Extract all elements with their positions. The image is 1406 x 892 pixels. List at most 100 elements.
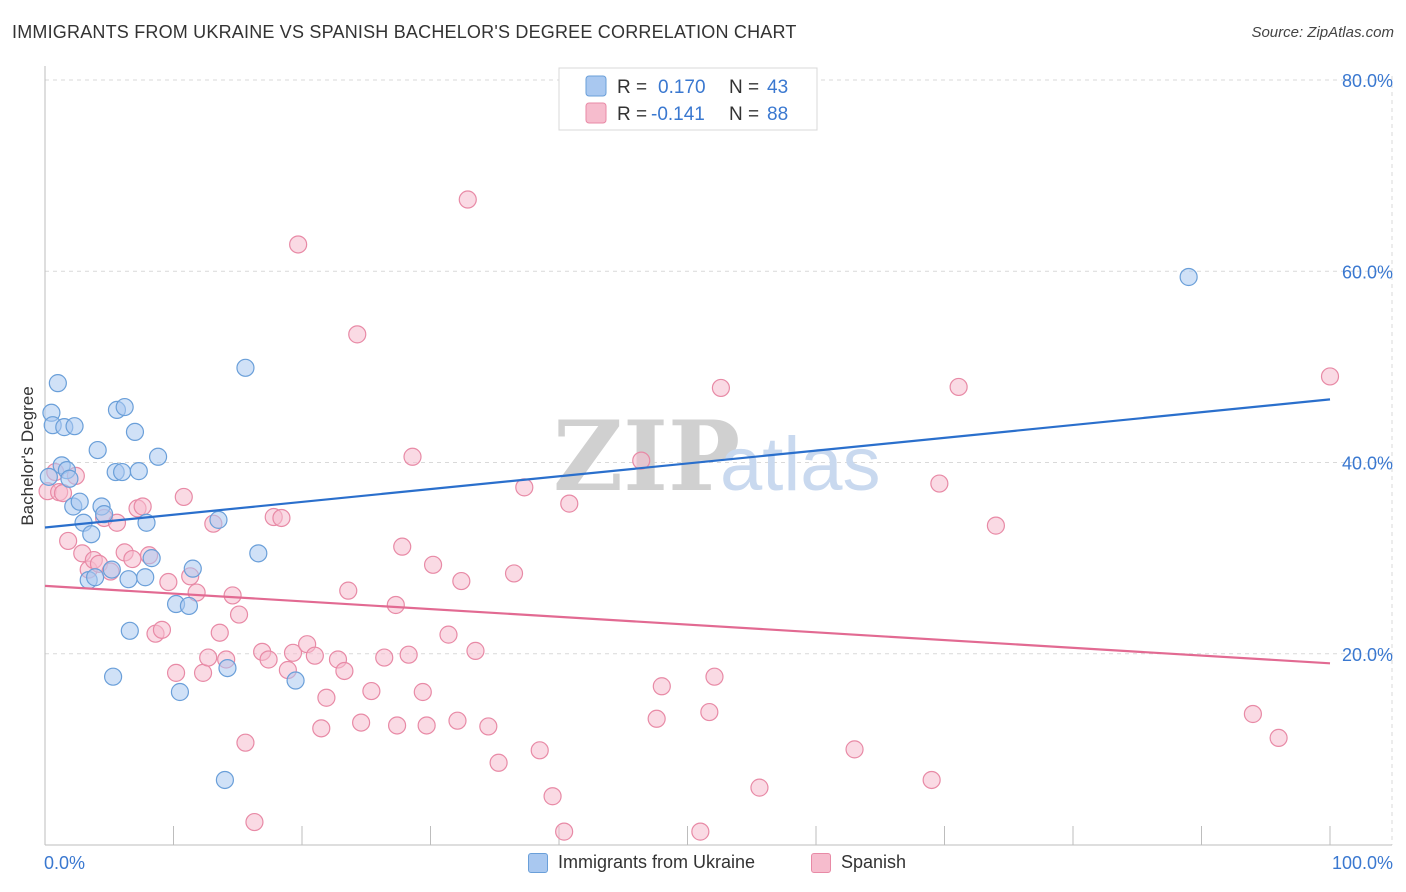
ukraine-point [215, 770, 234, 790]
legend-swatch-ukraine [585, 75, 607, 97]
spanish-point [448, 711, 467, 730]
spanish-point [305, 646, 324, 665]
trend-lines [44, 398, 1331, 665]
spanish-point [193, 663, 213, 682]
spanish-point [403, 447, 422, 466]
spanish-point [386, 595, 405, 615]
ukraine-trend-line [44, 398, 1331, 529]
spanish-point [339, 581, 358, 600]
legend-n-value-spanish: 88 [767, 104, 788, 125]
spanish-point [479, 717, 498, 736]
spanish-point [949, 377, 968, 397]
spanish-point [59, 531, 78, 551]
spanish-point [174, 487, 193, 507]
spanish-point [700, 702, 719, 722]
spanish-point [555, 822, 574, 841]
ukraine-point [115, 397, 134, 417]
y-axis-label: Bachelor's Degree [18, 386, 37, 525]
ukraine-point [88, 440, 107, 460]
y-tick-label: 40.0% [1342, 454, 1393, 474]
ukraine-point [125, 422, 145, 441]
tick-labels: 20.0% 40.0% 60.0% 80.0% 0.0% 100.0% [44, 71, 1393, 873]
ukraine-point [209, 510, 228, 529]
spanish-point [1269, 728, 1288, 748]
legend-swatch-ukraine-bottom [528, 852, 548, 873]
spanish-point [543, 787, 562, 806]
ukraine-point [129, 462, 148, 481]
spanish-point [199, 648, 218, 667]
spanish-point [1320, 367, 1340, 386]
spanish-point [560, 494, 579, 513]
ukraine-point [1179, 267, 1198, 287]
legend-n-label-spanish: N = [729, 104, 759, 125]
spanish-point [223, 586, 242, 605]
ukraine-point [86, 568, 105, 587]
ukraine-point [218, 658, 237, 678]
spanish-point [187, 583, 206, 602]
spanish-point [289, 235, 308, 254]
ukraine-point [70, 492, 89, 511]
spanish-point [348, 325, 367, 344]
spanish-point [652, 677, 671, 696]
spanish-point [504, 564, 524, 583]
spanish-point [236, 733, 255, 752]
y-tick-label: 60.0% [1342, 262, 1393, 282]
spanish-point [423, 555, 443, 574]
spanish-point [1243, 704, 1263, 724]
y-tick-label: 80.0% [1342, 71, 1393, 91]
spanish-point [352, 713, 371, 732]
spanish-point [845, 740, 864, 759]
legend-box: R = 0.170 N = 43 R = -0.141 N = 88 [558, 67, 818, 131]
ukraine-point [148, 447, 168, 466]
ukraine-point [286, 671, 305, 690]
watermark: ZIP atlas [553, 400, 881, 513]
ukraine-point [236, 358, 255, 377]
spanish-point [922, 770, 941, 790]
spanish-point [362, 681, 381, 701]
ukraine-point [249, 544, 268, 563]
spanish-point [986, 516, 1006, 535]
spanish-point [107, 513, 127, 532]
spanish-point [750, 778, 769, 797]
spanish-point [530, 741, 549, 760]
spanish-point [705, 667, 724, 686]
ukraine-point [82, 525, 101, 544]
spanish-point [152, 620, 172, 639]
spanish-point [272, 508, 291, 528]
legend-item-spanish[interactable]: Spanish [811, 852, 906, 873]
legend-n-label-ukraine: N = [729, 77, 759, 98]
watermark-atlas: atlas [720, 422, 881, 507]
ukraine-point [112, 462, 132, 482]
spanish-point [399, 645, 418, 664]
spanish-point [930, 474, 949, 493]
spanish-point [466, 641, 485, 660]
legend-r-value-spanish: -0.141 [651, 104, 705, 125]
x-tick-label: 0.0% [44, 853, 85, 873]
spanish-point [439, 625, 458, 644]
spanish-point [210, 623, 229, 642]
axes-layer [44, 66, 1392, 846]
ukraine-point [39, 467, 58, 486]
ukraine-point [65, 417, 84, 436]
ukraine-point [120, 621, 139, 640]
spanish-point [259, 650, 278, 669]
legend-bottom: Immigrants from Ukraine Spanish [0, 852, 1406, 878]
ukraine-point [179, 596, 199, 616]
legend-item-ukraine[interactable]: Immigrants from Ukraine [528, 852, 755, 873]
spanish-point [283, 643, 303, 662]
ukraine-point [119, 570, 138, 589]
spanish-point [413, 682, 432, 702]
spanish-point [452, 571, 471, 591]
legend-swatch-spanish-bottom [811, 852, 831, 873]
spanish-points [38, 190, 1340, 841]
legend-swatch-spanish [585, 102, 607, 124]
spanish-point [166, 663, 186, 682]
spanish-point [159, 572, 178, 592]
spanish-point [375, 648, 394, 667]
ukraine-point [48, 374, 67, 393]
ukraine-points [39, 267, 1198, 790]
ukraine-point [170, 682, 190, 702]
x-tick-label: 100.0% [1332, 853, 1393, 873]
chart-title: IMMIGRANTS FROM UKRAINE VS SPANISH BACHE… [12, 22, 797, 42]
